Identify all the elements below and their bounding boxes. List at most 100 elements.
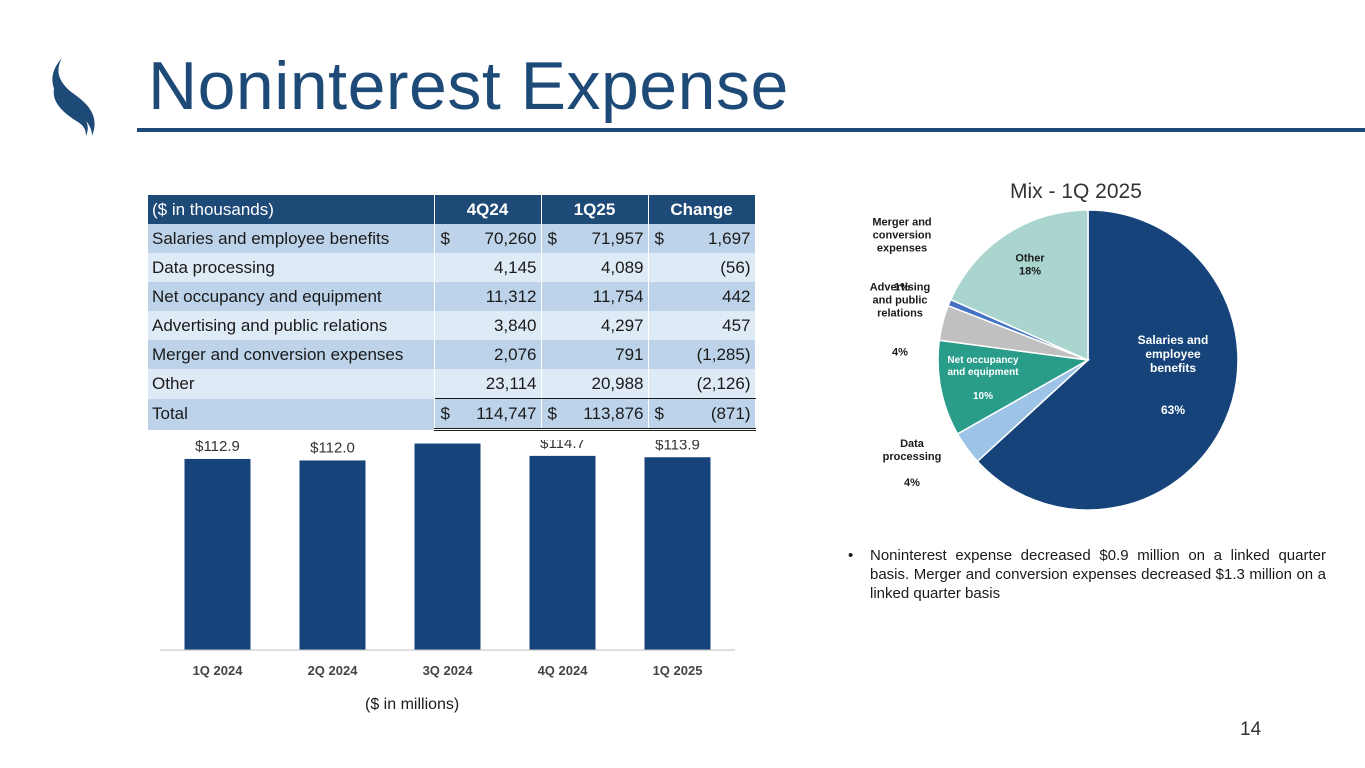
expense-mix-pie-chart: Salaries and employee benefits 63% Data proce…: [870, 210, 1239, 511]
pie-slice-percent: 10%: [973, 391, 993, 402]
pie-slice-label-line: Salaries and: [1138, 333, 1209, 347]
table-cell-value: 2,076: [493, 344, 537, 364]
table-cell-value: 3,840: [493, 315, 537, 335]
expense-table: ($ in thousands) 4Q24 1Q25 Change Salari…: [148, 195, 756, 431]
bar-0: [184, 458, 251, 650]
table-cell-value: 20,988: [591, 373, 644, 393]
pie-slice-label: Other 18%: [1015, 253, 1045, 278]
table-row-label: Other: [148, 369, 435, 399]
table-row-label: Data processing: [148, 253, 435, 282]
table-row: Total $114,747 $113,876 $ (871): [148, 398, 756, 431]
table-cell-c3: 442: [648, 282, 756, 311]
table-row: Data processing 4,145 4,089 (56): [148, 253, 756, 282]
pie-slice-percent: 1%: [894, 282, 910, 294]
dollar-sign: $: [547, 403, 557, 423]
table-cell-value: 4,297: [600, 315, 644, 335]
table-row: Net occupancy and equipment 11,312 11,754 4…: [148, 282, 756, 311]
pie-slice-label-line: benefits: [1150, 361, 1196, 375]
x-tick-label: 1Q 2025: [653, 663, 703, 678]
pie-slice-label-text: Data processing: [883, 438, 942, 463]
pie-slice-label: Data processing 4%: [883, 438, 942, 489]
page-number: 14: [1240, 719, 1262, 740]
table-cell-value: 23,114: [485, 373, 537, 393]
table-row: Advertising and public relations 3,840 4,2…: [148, 311, 756, 340]
pie-slice-label-line: Net occupancy: [947, 355, 1019, 366]
pie-slice-label-line: relations: [877, 308, 923, 320]
table-cell-value: 11,312: [485, 286, 537, 306]
bullet-item: • Noninterest expense decreased $0.9 mill…: [848, 546, 1326, 603]
pie-slice-0: [976, 210, 1239, 511]
table-cell-c3: $ (871): [648, 398, 756, 431]
x-tick-label: 1Q 2024: [193, 663, 244, 678]
pie-slice-label-text: Net occupancy and equipment: [947, 355, 1019, 378]
pie-slice-label-text: Advertising and public relations: [870, 282, 931, 320]
table-cell-c1: 23,114: [434, 369, 542, 399]
table-cell-value: 70,260: [484, 228, 537, 248]
pie-slice-2: [937, 339, 1091, 435]
table-cell-c1: 3,840: [434, 311, 542, 340]
pie-slice-label-line: Advertising: [870, 282, 931, 294]
table-cell-value: (2,126): [696, 373, 751, 393]
pie-slice-label: Net occupancy and equipment 10%: [947, 355, 1019, 402]
pie-slice-label-line: Other: [1015, 253, 1045, 265]
pie-slice-label-text: Salaries and employee benefits: [1138, 333, 1209, 375]
table-cell-value: 442: [722, 286, 751, 306]
pie-slice-percent: 4%: [892, 347, 908, 359]
x-tick-label: 2Q 2024: [308, 663, 359, 678]
table-cell-value: 4,089: [600, 257, 644, 277]
pie-slice-label: Merger and conversion expenses 1%: [872, 217, 931, 294]
table-cell-c2: 11,754: [541, 282, 649, 311]
table-row-label: Net occupancy and equipment: [148, 282, 435, 311]
table-cell-value: (56): [720, 257, 751, 277]
dollar-sign: $: [654, 228, 664, 248]
bar-4: [644, 457, 711, 650]
table-header-label: ($ in thousands): [148, 195, 435, 224]
table-cell-c2: 791: [541, 340, 649, 369]
table-row: Salaries and employee benefits $70,260 $71…: [148, 224, 756, 253]
table-cell-value: 11,754: [592, 286, 644, 306]
pie-slice-label-line: expenses: [877, 243, 927, 255]
pie-slice-label-line: employee: [1145, 347, 1201, 361]
table-cell-c3: (2,126): [648, 369, 756, 399]
pie-slice-percent: 4%: [904, 477, 920, 489]
table-cell-value: (1,285): [696, 344, 751, 364]
company-logo-icon: [52, 58, 95, 136]
pie-slice-label-line: and equipment: [947, 367, 1019, 378]
table-cell-c2: 4,297: [541, 311, 649, 340]
pie-slice-label-line: and public: [873, 295, 928, 307]
table-cell-c1: 4,145: [434, 253, 542, 282]
bullet-dot: •: [848, 547, 854, 564]
bar-data-label: $112.9: [195, 440, 240, 455]
pie-slice-5: [949, 210, 1089, 362]
expense-bar-chart: $112.91Q 2024$112.02Q 2024$122.03Q 2024$…: [160, 440, 735, 678]
dollar-sign: $: [440, 228, 450, 248]
table-cell-c3: (1,285): [648, 340, 756, 369]
table-cell-c2: $71,957: [541, 224, 649, 253]
pie-chart-title: Mix - 1Q 2025: [1010, 180, 1142, 203]
table-row-label: Merger and conversion expenses: [148, 340, 435, 369]
bar-data-label: $114.7: [540, 440, 585, 452]
pie-slice-percent: 63%: [1161, 403, 1185, 417]
bar-data-label: $113.9: [655, 440, 700, 453]
table-cell-value: 4,145: [493, 257, 537, 277]
bar-1: [299, 460, 366, 650]
pie-slice-label: Salaries and employee benefits 63%: [1138, 333, 1209, 417]
pie-slice-percent: 18%: [1019, 266, 1041, 278]
table-cell-c2: 20,988: [541, 369, 649, 399]
table-cell-c1: 2,076: [434, 340, 542, 369]
table-cell-c1: $114,747: [434, 398, 542, 431]
pie-slice-label: Advertising and public relations 4%: [870, 282, 931, 359]
title-divider: [137, 128, 1365, 132]
bar-2: [414, 443, 481, 650]
table-row: Merger and conversion expenses 2,076 791 (1…: [148, 340, 756, 369]
table-row-label: Advertising and public relations: [148, 311, 435, 340]
bar-data-label: $112.0: [310, 440, 355, 456]
x-tick-label: 3Q 2024: [423, 663, 474, 678]
table-cell-value: 457: [722, 315, 751, 335]
table-cell-c1: 11,312: [434, 282, 542, 311]
table-cell-value: (871): [710, 403, 751, 423]
table-cell-c3: (56): [648, 253, 756, 282]
pie-slice-label-text: Other: [1015, 253, 1045, 265]
table-header-change: Change: [648, 195, 756, 224]
table-cell-c2: 4,089: [541, 253, 649, 282]
